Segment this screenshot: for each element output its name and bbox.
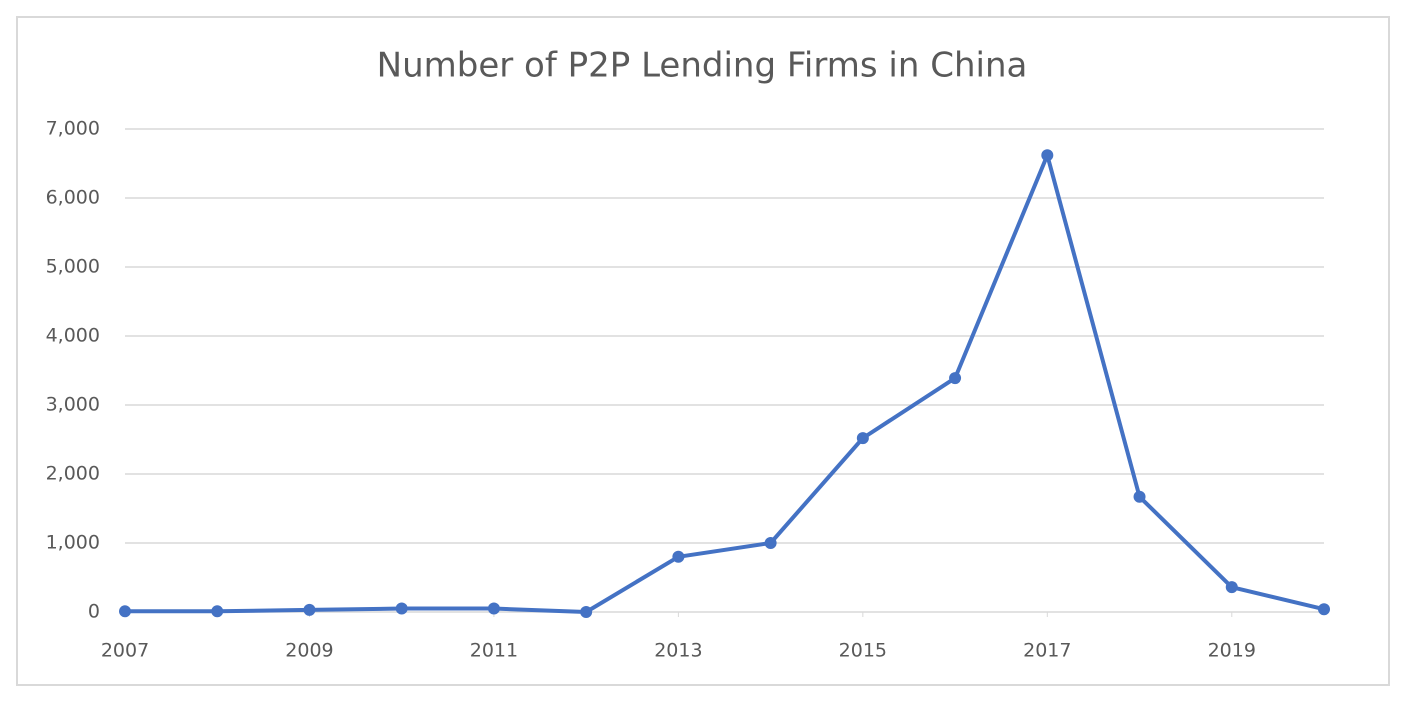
point (1225, 581, 1238, 594)
y-tick-label: 4,000 (46, 325, 100, 347)
x-tick-label: 2013 (654, 640, 702, 662)
point (303, 603, 316, 616)
chart-title: Number of P2P Lending Firms in China (377, 46, 1028, 86)
point (395, 602, 408, 615)
x-tick-label: 2011 (470, 640, 518, 662)
point (580, 606, 593, 618)
x-tick-label: 2015 (839, 640, 887, 662)
y-tick-label: 6,000 (46, 187, 100, 209)
y-tick-label: 7,000 (46, 118, 100, 140)
line (125, 153, 1325, 614)
x-tick-label: 2017 (1023, 640, 1071, 662)
point (764, 537, 777, 549)
y-tick-label: 0 (88, 601, 100, 623)
y-tick-label: 5,000 (46, 256, 100, 278)
y-tick-label: 2,000 (46, 463, 100, 485)
point (1133, 490, 1146, 503)
point (487, 602, 500, 615)
x-tick-label: 2009 (285, 640, 333, 662)
point (856, 432, 869, 445)
point (119, 605, 131, 618)
point (949, 372, 962, 385)
point (1041, 149, 1054, 162)
chart-frame (16, 16, 1390, 686)
x-tick-label: 2019 (1208, 640, 1256, 662)
y-tick-label: 1,000 (46, 532, 100, 554)
y-tick-label: 3,000 (46, 394, 100, 416)
x-tick-label: 2007 (101, 640, 149, 662)
point (1318, 603, 1330, 616)
point (672, 550, 685, 563)
point (211, 605, 224, 618)
